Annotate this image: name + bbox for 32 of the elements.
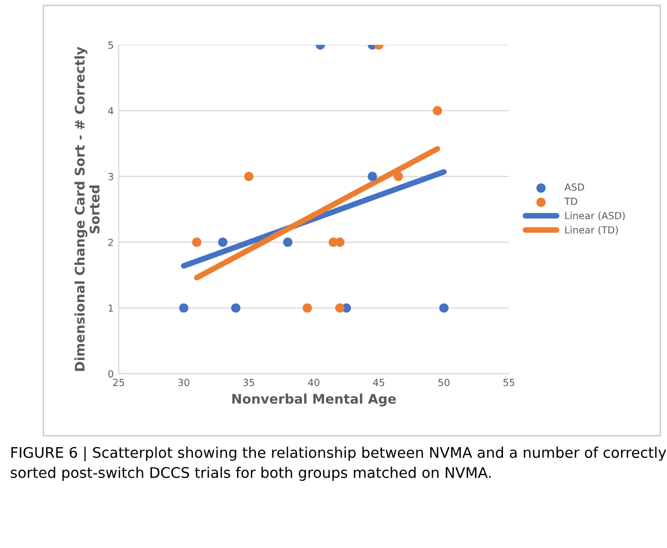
x-axis-title: Nonverbal Mental Age (232, 394, 396, 406)
x-tick-label: 55 (503, 378, 514, 386)
y-tick-label: 2 (108, 238, 113, 246)
point (368, 172, 378, 182)
point (218, 238, 228, 247)
point (394, 172, 404, 182)
legend-label: TD (564, 198, 578, 205)
caption: FIGURE 6 | Scatterplot showing the relationship between NVMA and a number of correctly sorted post-switch DCCS trials for both groups matched on NVMA. (10, 446, 666, 481)
point (244, 172, 254, 182)
point (439, 303, 449, 313)
point (283, 238, 292, 247)
point (231, 303, 240, 313)
y-tick-label: 3 (108, 172, 114, 180)
x-tick-label: 35 (243, 378, 254, 386)
legend-label: Linear (ASD) (565, 212, 625, 220)
y-tick-label: 5 (108, 42, 114, 49)
x-tick-label: 25 (113, 378, 124, 386)
legend-label: Linear (TD) (565, 226, 618, 235)
legend-label: ASD (564, 183, 584, 191)
x-tick-label: 50 (438, 378, 450, 386)
point (432, 106, 442, 116)
x-tick-label: 45 (373, 378, 384, 386)
x-tick-label: 30 (178, 378, 190, 386)
point (302, 303, 312, 313)
y-axis-title: Dimensional Change Card Sort - # Correctly Sorted (74, 46, 100, 371)
y-tick-label: 0 (108, 370, 114, 378)
point (335, 303, 344, 313)
x-tick-label: 40 (308, 378, 320, 386)
y-tick-label: 4 (108, 107, 114, 114)
point (179, 303, 188, 313)
point (192, 238, 202, 247)
y-tick-label: 1 (108, 304, 113, 312)
